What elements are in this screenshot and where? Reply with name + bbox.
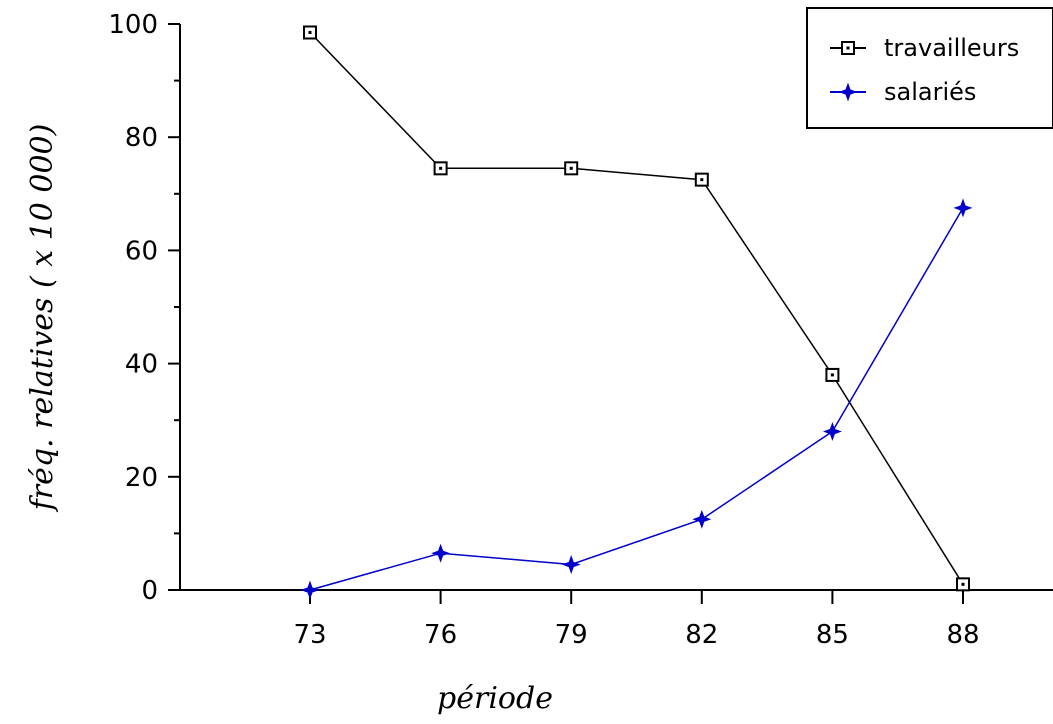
data-point <box>433 161 448 176</box>
data-point <box>953 198 973 218</box>
legend-item: salariés <box>830 78 976 106</box>
series-travailleurs <box>303 25 970 592</box>
y-axis-title: fréq. relatives ( x 10 000) <box>25 124 60 513</box>
data-point <box>694 172 709 187</box>
legend: travailleurs salariés <box>806 7 1053 129</box>
data-point <box>564 161 579 176</box>
y-tick-label: 20 <box>125 463 158 493</box>
series-line <box>309 207 964 591</box>
x-tick-label: 76 <box>424 620 457 650</box>
y-tick-label: 80 <box>125 123 158 153</box>
x-ticks: 73 76 79 82 85 88 <box>293 590 980 650</box>
y-tick-label: 40 <box>125 350 158 380</box>
x-axis-title: période <box>437 681 553 716</box>
data-point <box>431 543 451 563</box>
data-point <box>825 367 840 382</box>
data-point <box>300 580 320 600</box>
data-point <box>956 577 970 592</box>
x-tick-label: 73 <box>293 620 326 650</box>
data-point <box>822 422 842 441</box>
data-point <box>692 509 712 529</box>
x-tick-label: 82 <box>685 620 718 650</box>
x-tick-label: 79 <box>555 620 588 650</box>
series-layer <box>300 25 973 600</box>
data-point <box>561 555 581 574</box>
legend-label: salariés <box>884 78 976 106</box>
y-ticks: 0 20 40 60 80 100 <box>108 10 180 606</box>
x-tick-label: 85 <box>816 620 849 650</box>
legend-box <box>806 7 1053 129</box>
data-point <box>303 25 317 40</box>
legend-label: travailleurs <box>884 34 1019 62</box>
legend-marker <box>838 82 858 102</box>
series-salariés <box>300 198 973 600</box>
y-tick-label: 60 <box>125 236 158 266</box>
legend-item: travailleurs <box>830 34 1019 62</box>
legend-marker <box>841 41 855 55</box>
y-tick-label: 0 <box>141 576 158 606</box>
series-line <box>309 31 964 585</box>
x-tick-label: 88 <box>946 620 979 650</box>
y-tick-label: 100 <box>108 10 158 40</box>
